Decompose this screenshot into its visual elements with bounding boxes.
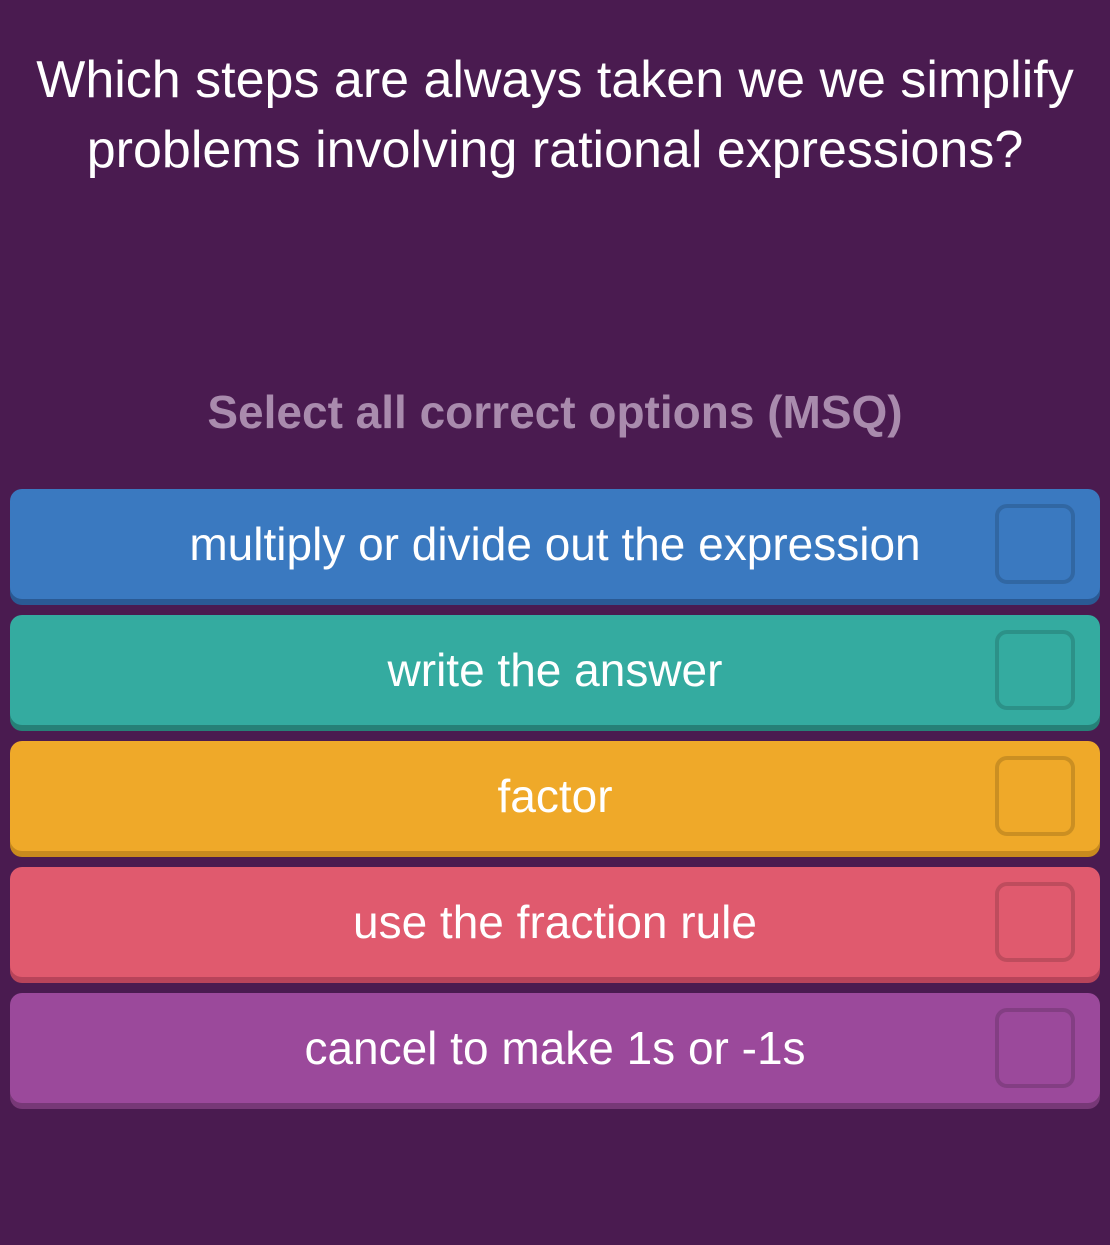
option-item-4[interactable]: cancel to make 1s or -1s — [10, 993, 1100, 1103]
checkbox-icon[interactable] — [995, 504, 1075, 584]
option-item-3[interactable]: use the fraction rule — [10, 867, 1100, 977]
options-list: multiply or divide out the expression wr… — [0, 489, 1110, 1103]
checkbox-icon[interactable] — [995, 882, 1075, 962]
option-label: use the fraction rule — [233, 895, 877, 949]
option-label: cancel to make 1s or -1s — [184, 1021, 925, 1075]
quiz-container: Which steps are always taken we we simpl… — [0, 0, 1110, 1245]
checkbox-icon[interactable] — [995, 756, 1075, 836]
instruction-text: Select all correct options (MSQ) — [0, 385, 1110, 439]
checkbox-icon[interactable] — [995, 1008, 1075, 1088]
option-item-2[interactable]: factor — [10, 741, 1100, 851]
question-text: Which steps are always taken we we simpl… — [0, 0, 1110, 185]
option-label: multiply or divide out the expression — [69, 517, 1040, 571]
option-item-0[interactable]: multiply or divide out the expression — [10, 489, 1100, 599]
option-item-1[interactable]: write the answer — [10, 615, 1100, 725]
option-label: write the answer — [268, 643, 843, 697]
checkbox-icon[interactable] — [995, 630, 1075, 710]
option-label: factor — [377, 769, 732, 823]
